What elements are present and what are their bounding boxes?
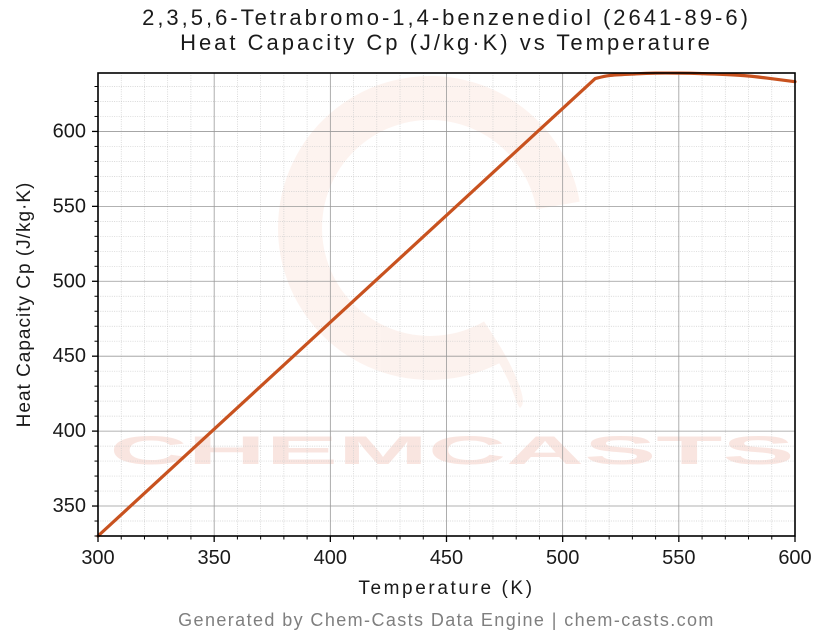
- svg-text:550: 550: [662, 547, 695, 569]
- svg-text:600: 600: [778, 547, 811, 569]
- svg-text:400: 400: [314, 547, 347, 569]
- svg-text:550: 550: [53, 195, 86, 217]
- svg-text:400: 400: [53, 420, 86, 442]
- svg-text:350: 350: [53, 495, 86, 517]
- svg-text:350: 350: [197, 547, 230, 569]
- svg-text:500: 500: [546, 547, 579, 569]
- svg-text:500: 500: [53, 270, 86, 292]
- svg-text:300: 300: [81, 547, 114, 569]
- svg-text:450: 450: [430, 547, 463, 569]
- svg-text:600: 600: [53, 120, 86, 142]
- svg-text:Heat Capacity Cp (J/kg·K): Heat Capacity Cp (J/kg·K): [14, 182, 35, 428]
- svg-text:450: 450: [53, 345, 86, 367]
- svg-text:CHEMCASTS: CHEMCASTS: [110, 429, 795, 473]
- svg-text:Temperature (K): Temperature (K): [358, 578, 534, 599]
